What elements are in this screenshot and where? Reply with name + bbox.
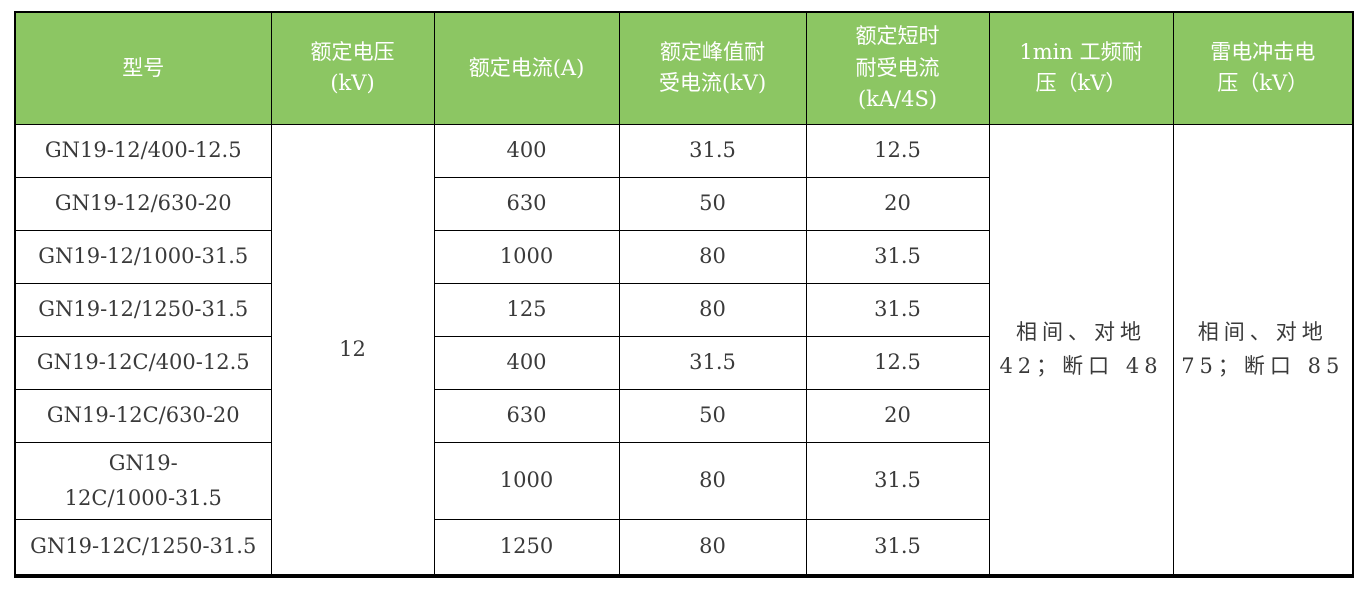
cell-model: GN19- 12C/1000-31.5 (14, 441, 272, 520)
header-short-time-withstand-current: 额定短时 耐受电流 (kA/4S) (805, 11, 990, 125)
cell-peak: 31.5 (618, 335, 807, 390)
table-row: GN19-12/630-20 630 50 20 (14, 176, 1353, 231)
cell-model: GN19-12/1250-31.5 (14, 282, 272, 337)
table-row: GN19-12C/630-20 630 50 20 (14, 388, 1353, 443)
table-row: GN19-12/1250-31.5 125 80 31.5 (14, 282, 1353, 337)
cell-current: 630 (433, 176, 620, 231)
cell-current: 125 (433, 282, 620, 337)
cell-short-time: 31.5 (805, 282, 990, 337)
header-rated-current: 额定电流(A) (433, 11, 620, 125)
cell-model: GN19-12/400-12.5 (14, 123, 272, 178)
table-row: GN19-12/400-12.5 12 400 31.5 12.5 相间、对地 … (14, 123, 1354, 577)
header-model: 型号 (14, 11, 272, 125)
header-lightning-impulse-voltage: 雷电冲击电 压（kV） (1172, 11, 1354, 125)
table-row: GN19-12C/1250-31.5 1250 80 31.5 (14, 518, 1353, 577)
table-row: GN19- 12C/1000-31.5 1000 80 31.5 (14, 441, 1353, 520)
cell-lightning-merged: 相间、对地 75；断口 85 (1172, 123, 1354, 577)
cell-model: GN19-12/630-20 (14, 176, 272, 231)
header-power-freq-withstand-voltage: 1min 工频耐 压（kV） (988, 11, 1174, 125)
cell-peak: 31.5 (618, 123, 807, 178)
cell-current: 1000 (433, 441, 620, 520)
cell-peak: 80 (618, 229, 807, 284)
cell-model: GN19-12C/400-12.5 (14, 335, 272, 390)
cell-current: 1250 (433, 518, 620, 577)
cell-peak: 80 (618, 282, 807, 337)
cell-model: GN19-12/1000-31.5 (14, 229, 272, 284)
cell-current: 1000 (433, 229, 620, 284)
cell-power-freq-merged: 相间、对地 42；断口 48 (988, 123, 1174, 577)
cell-peak: 80 (618, 518, 807, 577)
header-row: 型号 额定电压 (kV) 额定电流(A) 额定峰值耐 受电流(kV) 额定短时 … (14, 11, 1354, 125)
cell-model: GN19-12C/630-20 (14, 388, 272, 443)
cell-current: 400 (433, 123, 620, 178)
cell-short-time: 20 (805, 388, 990, 443)
cell-peak: 80 (618, 441, 807, 520)
cell-rated-voltage-merged: 12 (270, 123, 435, 577)
cell-short-time: 31.5 (805, 518, 990, 577)
cell-current: 400 (433, 335, 620, 390)
table-row: GN19-12/1000-31.5 1000 80 31.5 (14, 229, 1353, 284)
cell-model: GN19-12C/1250-31.5 (14, 518, 272, 577)
header-peak-withstand-current: 额定峰值耐 受电流(kV) (618, 11, 807, 125)
cell-short-time: 12.5 (805, 123, 990, 178)
cell-current: 630 (433, 388, 620, 443)
cell-peak: 50 (618, 176, 807, 231)
cell-short-time: 31.5 (805, 229, 990, 284)
cell-short-time: 31.5 (805, 441, 990, 520)
header-rated-voltage: 额定电压 (kV) (270, 11, 435, 125)
cell-short-time: 12.5 (805, 335, 990, 390)
spec-table: 型号 额定电压 (kV) 额定电流(A) 额定峰值耐 受电流(kV) 额定短时 … (14, 11, 1354, 578)
cell-peak: 50 (618, 388, 807, 443)
cell-short-time: 20 (805, 176, 990, 231)
